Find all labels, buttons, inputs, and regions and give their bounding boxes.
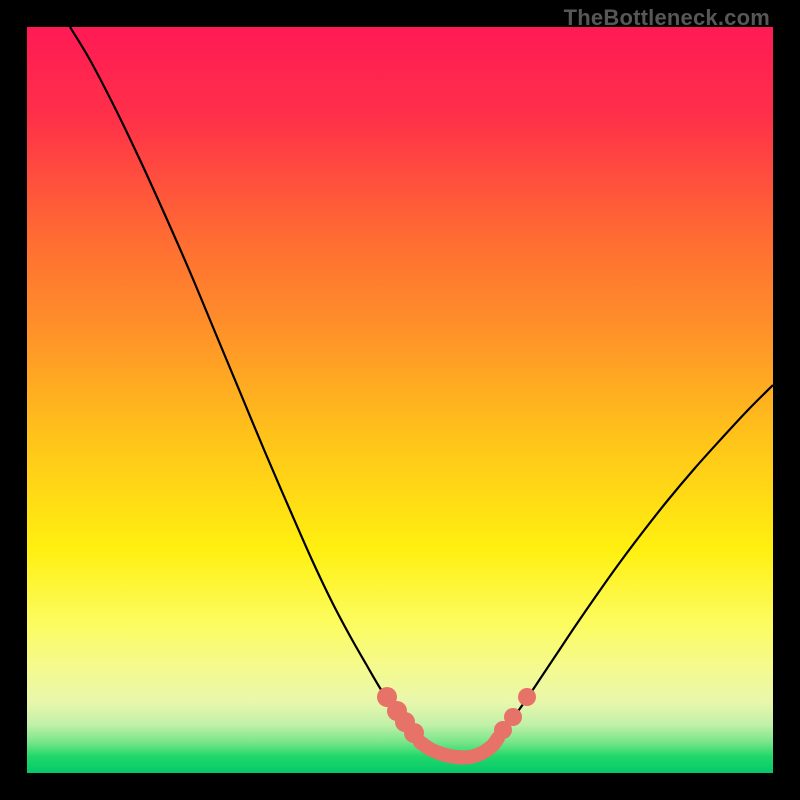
curve-left: [70, 27, 422, 741]
chart-svg-layer: [0, 0, 800, 800]
salmon-dot: [404, 723, 424, 743]
curve-right: [498, 385, 773, 736]
salmon-band: [420, 738, 498, 757]
salmon-dot: [504, 708, 522, 726]
watermark-text: TheBottleneck.com: [564, 5, 770, 31]
chart-frame: TheBottleneck.com: [0, 0, 800, 800]
salmon-dot: [518, 688, 536, 706]
